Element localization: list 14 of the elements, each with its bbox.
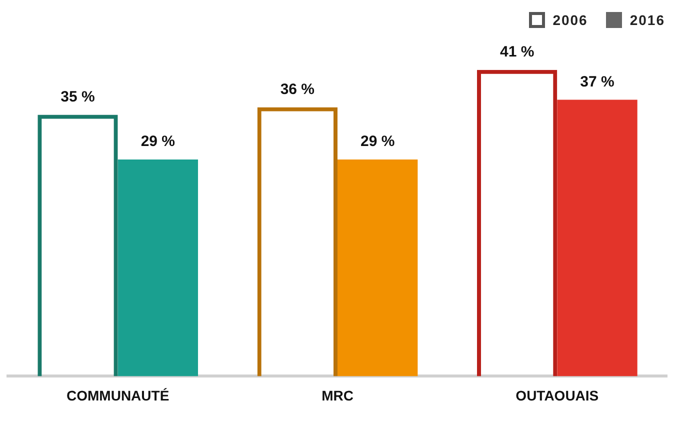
x-tick-label: COMMUNAUTÉ: [66, 387, 170, 404]
data-label: 29 %: [140, 133, 176, 150]
bar: [338, 160, 418, 376]
data-label: 37 %: [580, 73, 614, 90]
data-label: 41 %: [500, 44, 534, 61]
bar: [118, 160, 198, 376]
bar: [557, 100, 638, 376]
data-label: 36 %: [280, 80, 315, 98]
x-tick-label: OUTAOUAIS: [516, 387, 599, 404]
text: 2016: [630, 12, 665, 28]
data-label: 35 %: [60, 88, 95, 106]
x-tick-label: MRC: [322, 387, 354, 404]
data-label: 29 %: [360, 133, 395, 150]
text: 2006: [552, 12, 588, 28]
